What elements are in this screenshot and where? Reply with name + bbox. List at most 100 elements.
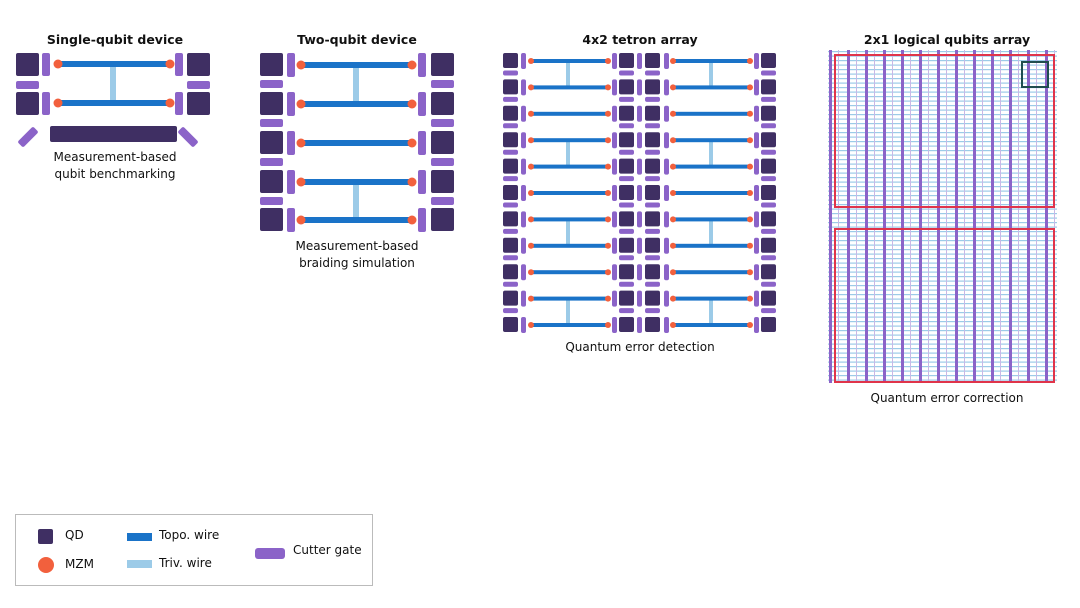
topo-wire-row bbox=[828, 78, 1057, 80]
topo-wire-row bbox=[828, 141, 1057, 143]
qd-column bbox=[955, 50, 958, 383]
mzm bbox=[605, 216, 611, 223]
cutter-gate bbox=[431, 80, 454, 88]
quantum-dot bbox=[16, 92, 39, 115]
quantum-dot bbox=[645, 237, 660, 253]
quantum-dot bbox=[503, 237, 518, 253]
topo-wire-row bbox=[828, 343, 1057, 345]
cutter-gate bbox=[664, 185, 669, 201]
topo-wire bbox=[531, 59, 608, 63]
topo-wire-row bbox=[828, 339, 1057, 341]
cutter-gate bbox=[418, 170, 426, 194]
topo-wire-row bbox=[828, 91, 1057, 93]
cutter-gate bbox=[761, 70, 776, 76]
mzm bbox=[528, 242, 534, 249]
quantum-dot bbox=[260, 170, 283, 193]
topo-wire-row bbox=[828, 204, 1057, 206]
topo-wire-row bbox=[828, 186, 1057, 188]
mzm bbox=[528, 216, 534, 223]
cutter-column bbox=[928, 50, 929, 383]
cutter-gate bbox=[754, 317, 759, 333]
quantum-dot bbox=[503, 290, 518, 306]
quantum-dot bbox=[761, 290, 776, 306]
mzm bbox=[670, 137, 676, 144]
topo-wire-row bbox=[828, 352, 1057, 354]
topo-wire-row bbox=[828, 51, 1057, 53]
topo-wire-row bbox=[828, 379, 1057, 381]
cutter-gate bbox=[619, 255, 634, 261]
quantum-dot bbox=[187, 92, 210, 115]
quantum-dot bbox=[645, 132, 660, 148]
quantum-dot bbox=[761, 158, 776, 174]
cutter-gate bbox=[754, 158, 759, 175]
cutter-gate bbox=[664, 264, 669, 281]
topo-wire-row bbox=[828, 244, 1057, 246]
quantum-dot bbox=[619, 158, 634, 174]
topo-wire-row bbox=[828, 361, 1057, 363]
cutter-gate bbox=[431, 158, 454, 166]
cutter-gate bbox=[260, 119, 283, 127]
cutter-gate bbox=[637, 185, 642, 201]
mzm bbox=[528, 137, 534, 144]
topo-wire bbox=[301, 101, 412, 107]
topo-wire-row bbox=[828, 199, 1057, 201]
triv-wire bbox=[566, 219, 570, 245]
qd-column bbox=[991, 50, 994, 383]
topo-wire-row bbox=[828, 87, 1057, 89]
quantum-dot bbox=[503, 79, 518, 95]
cutter-gate bbox=[503, 308, 518, 314]
cutter-column bbox=[838, 50, 839, 383]
topo-wire-row bbox=[828, 294, 1057, 296]
triv-wire bbox=[353, 182, 359, 220]
mzm bbox=[670, 216, 676, 223]
topo-wire-row bbox=[828, 307, 1057, 309]
title-tetron-array: 4x2 tetron array bbox=[582, 32, 698, 47]
cutter-gate bbox=[664, 105, 669, 122]
cutter-gate bbox=[418, 53, 426, 77]
topo-wire-row bbox=[828, 249, 1057, 251]
mzm bbox=[605, 163, 611, 170]
topo-wire-row bbox=[828, 55, 1057, 57]
topo-wire-row bbox=[828, 370, 1057, 372]
cutter-gate bbox=[664, 79, 669, 96]
topo-wire-row bbox=[828, 303, 1057, 305]
cutter-gate bbox=[664, 290, 669, 307]
qd-swatch bbox=[38, 529, 53, 544]
cutter-gate bbox=[612, 53, 617, 69]
mzm bbox=[605, 110, 611, 117]
qd-column bbox=[865, 50, 868, 383]
mzm bbox=[670, 269, 676, 276]
quantum-dot bbox=[761, 79, 776, 95]
quantum-dot bbox=[431, 92, 454, 115]
quantum-dot bbox=[619, 211, 634, 227]
topo-wire bbox=[673, 111, 750, 116]
topo-wire bbox=[301, 217, 412, 223]
cutter-gate bbox=[521, 317, 526, 333]
triv-wire bbox=[353, 65, 359, 104]
cutter-gate bbox=[431, 119, 454, 127]
cutter-gate bbox=[637, 132, 642, 149]
topo-wire-row bbox=[828, 208, 1057, 210]
topo-wire-row bbox=[828, 154, 1057, 156]
quantum-dot bbox=[260, 92, 283, 115]
measurement-dot bbox=[50, 126, 177, 142]
topo-wire-row bbox=[828, 172, 1057, 174]
cutter-column bbox=[982, 50, 983, 383]
topo-wire bbox=[531, 270, 608, 275]
qd-column bbox=[919, 50, 922, 383]
mzm bbox=[605, 190, 611, 196]
cutter-gate bbox=[645, 228, 660, 234]
topo-wire-row bbox=[828, 123, 1057, 125]
mzm bbox=[407, 138, 417, 148]
topo-wire-row bbox=[828, 109, 1057, 111]
quantum-dot bbox=[645, 185, 660, 200]
cutter-gate bbox=[503, 176, 518, 182]
quantum-dot bbox=[645, 211, 660, 227]
topo-wire bbox=[673, 138, 750, 143]
quantum-dot bbox=[619, 105, 634, 121]
quantum-dot bbox=[503, 211, 518, 227]
quantum-dot bbox=[431, 131, 454, 154]
cutter-gate bbox=[175, 92, 183, 115]
quantum-dot bbox=[503, 158, 518, 174]
cutter-gate bbox=[619, 228, 634, 234]
